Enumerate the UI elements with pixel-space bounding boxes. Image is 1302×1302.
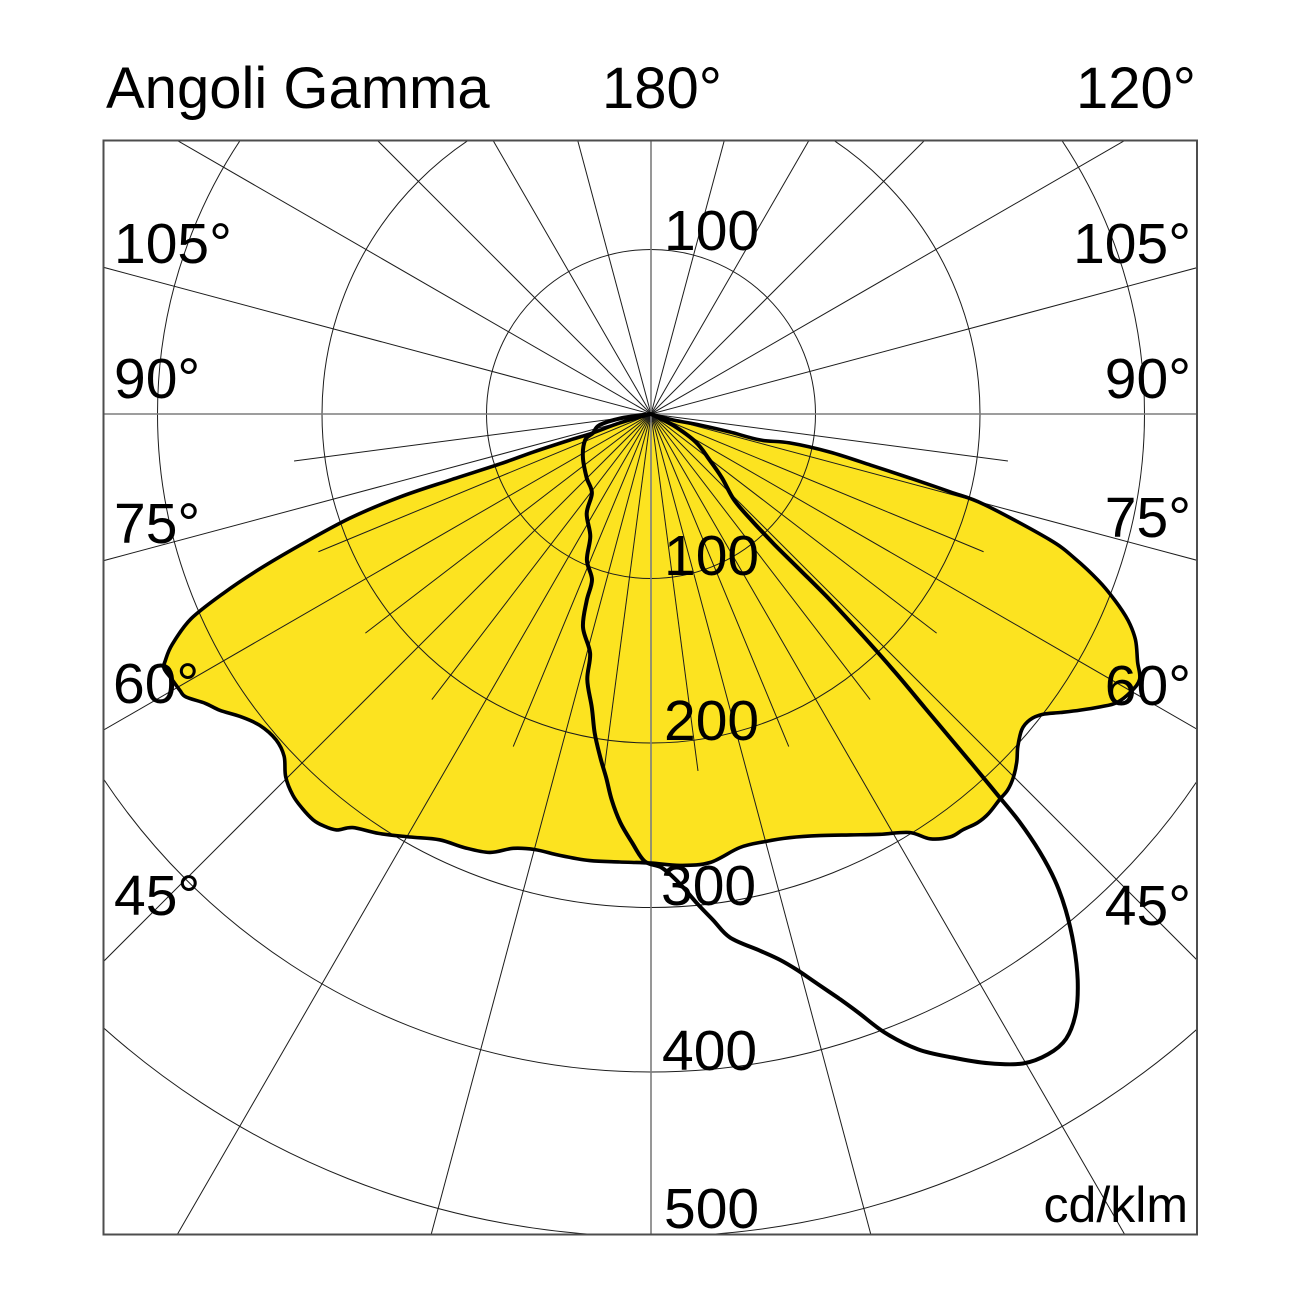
- grid-line: [294, 413, 652, 462]
- ring-label-200: 200: [664, 689, 759, 753]
- ring-label-500: 500: [664, 1177, 759, 1241]
- unit-label: cd/klm: [1044, 1177, 1188, 1233]
- grid-line: [603, 413, 652, 771]
- grid-line: [512, 413, 652, 747]
- top-axis-label-180: 180°: [602, 56, 722, 121]
- ring-label-100: 100: [664, 524, 759, 588]
- grid-line: [365, 413, 652, 634]
- grid-line: [650, 413, 1008, 462]
- plot-frame: [102, 139, 1198, 1236]
- grid-line: [650, 413, 984, 553]
- gamma-label-left-60: 60°: [113, 652, 199, 716]
- grid-line: [650, 413, 871, 700]
- gamma-label-right-90: 90°: [1105, 347, 1191, 411]
- gamma-label-left-75: 75°: [114, 492, 200, 556]
- top-axis-label-120: 120°: [1076, 56, 1196, 121]
- page-title: Angoli Gamma: [106, 56, 490, 121]
- grid-line: [650, 413, 699, 771]
- ring-label-400: 400: [662, 1019, 757, 1083]
- gamma-label-right-45: 45°: [1105, 874, 1191, 938]
- gamma-label-left-105: 105°: [114, 212, 232, 276]
- grid-line: [650, 413, 937, 634]
- gamma-label-right-105: 105°: [1073, 212, 1191, 276]
- c90-c270-curve: [580, 412, 1080, 1067]
- grid-line: [650, 413, 790, 747]
- c0-c180-curve-outline: [161, 412, 1142, 868]
- grid-line: [431, 413, 652, 700]
- gamma-label-right-75: 75°: [1105, 486, 1191, 550]
- gamma-label-right-60: 60°: [1105, 654, 1191, 718]
- gamma-label-left-90: 90°: [114, 347, 200, 411]
- ring-label-300: 300: [661, 854, 756, 918]
- gamma-label-left-45: 45°: [114, 864, 200, 928]
- c0-c180-filled-area: [163, 414, 1140, 866]
- grid-line: [318, 413, 652, 553]
- ring-label-upper-100: 100: [664, 199, 759, 263]
